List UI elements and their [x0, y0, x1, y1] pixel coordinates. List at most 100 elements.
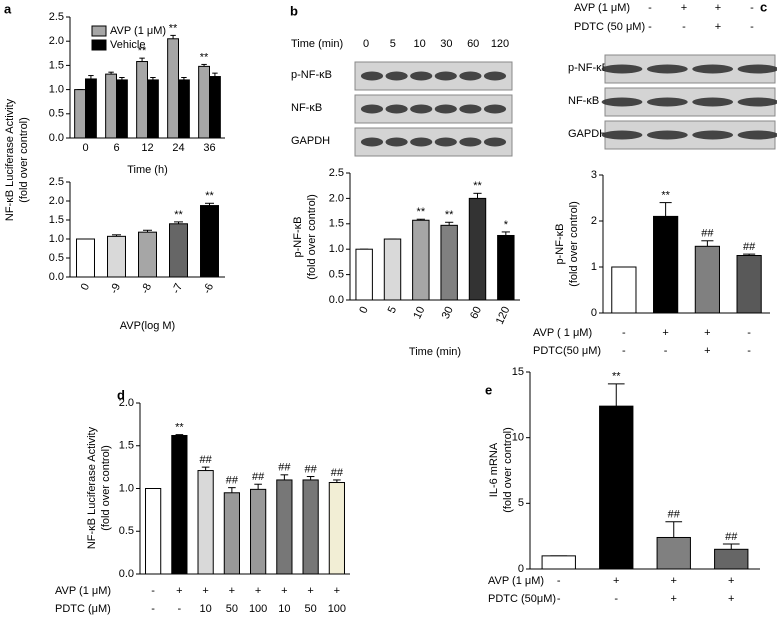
- condition-value: +: [728, 593, 734, 605]
- y-axis-label: (fold over control): [306, 194, 318, 280]
- blot-band: [601, 97, 643, 107]
- y-tick-label: 0.5: [119, 525, 134, 537]
- y-tick-label: 3: [591, 169, 597, 181]
- bar: [599, 405, 634, 570]
- blot-band: [646, 64, 688, 74]
- bar: [147, 79, 159, 139]
- significance-label: **: [169, 22, 178, 34]
- y-tick-label: 1.5: [119, 440, 134, 452]
- y-tick-label: 0.5: [329, 269, 344, 281]
- significance-label: *: [504, 219, 509, 231]
- legend-swatch: [91, 39, 107, 51]
- legend-label: Vehicle: [110, 39, 145, 51]
- bar: [714, 548, 749, 570]
- condition-value: +: [334, 585, 340, 597]
- condition-value: -: [151, 585, 155, 597]
- condition-value: +: [202, 585, 208, 597]
- y-tick-label: 0.0: [49, 271, 64, 283]
- bar: [328, 482, 345, 575]
- bar: [736, 255, 762, 314]
- condition-value: 50: [305, 603, 317, 615]
- blot-band: [385, 71, 408, 81]
- condition-value: +: [704, 327, 710, 339]
- significance-label: ##: [725, 531, 738, 543]
- bar: [145, 488, 162, 575]
- x-tick-label: 12: [141, 142, 153, 154]
- bar: [178, 79, 190, 139]
- bar: [656, 536, 691, 570]
- y-tick-label: 1.5: [49, 214, 64, 226]
- bar: [468, 197, 487, 301]
- blot-header-value: 10: [413, 38, 425, 50]
- blot-band: [434, 71, 457, 81]
- blot-band: [692, 130, 734, 140]
- bar: [694, 245, 720, 314]
- blot-header-value: -: [648, 2, 652, 14]
- blot-header-value: -: [750, 21, 754, 33]
- y-tick-label: 1.0: [49, 84, 64, 96]
- condition-value: +: [176, 585, 182, 597]
- y-axis-label: (fold over control): [18, 117, 30, 203]
- x-tick-label: 120: [494, 305, 513, 327]
- y-tick-label: 0.0: [119, 568, 134, 580]
- blot-band: [483, 104, 507, 114]
- y-axis-label: (fold over control): [568, 201, 580, 287]
- y-tick-label: 2.0: [329, 192, 344, 204]
- condition-value: +: [662, 327, 668, 339]
- blot-band: [646, 97, 688, 107]
- x-tick-label: 5: [386, 305, 399, 316]
- condition-value: -: [557, 575, 561, 587]
- y-tick-label: 0.0: [329, 294, 344, 306]
- significance-label: ##: [701, 228, 714, 240]
- legend-swatch: [91, 25, 107, 37]
- condition-value: -: [622, 345, 626, 357]
- condition-value: +: [704, 345, 710, 357]
- blot-band: [360, 137, 384, 147]
- panel-letter: b: [290, 3, 298, 18]
- bar: [200, 205, 219, 278]
- significance-label: **: [661, 190, 670, 202]
- bar: [171, 434, 188, 575]
- bar: [107, 235, 126, 278]
- y-tick-label: 15: [512, 366, 524, 378]
- blot-header-value: 60: [467, 38, 479, 50]
- blot-band: [483, 71, 507, 81]
- condition-value: +: [671, 575, 677, 587]
- condition-value: +: [281, 585, 287, 597]
- x-tick-label: -8: [139, 282, 154, 296]
- panel-letter: d: [117, 387, 125, 402]
- blot-header-label: AVP (1 μM): [574, 2, 630, 14]
- blot-band: [410, 104, 433, 114]
- y-tick-label: 0.5: [49, 252, 64, 264]
- blot-band: [737, 97, 777, 107]
- x-tick-label: -9: [108, 282, 123, 296]
- blot-header-value: -: [682, 21, 686, 33]
- y-axis-label: NF-κB Luciferase Activity: [4, 98, 16, 221]
- blot-band: [459, 137, 482, 147]
- condition-value: +: [229, 585, 235, 597]
- blot-header-label: Time (min): [291, 38, 343, 50]
- y-tick-label: 1.0: [119, 482, 134, 494]
- x-tick-label: 36: [203, 142, 215, 154]
- x-tick-label: 0: [82, 142, 88, 154]
- bar: [197, 470, 214, 575]
- y-tick-label: 0.0: [49, 132, 64, 144]
- y-axis-label: (fold over control): [100, 445, 112, 531]
- y-tick-label: 2.0: [119, 397, 134, 409]
- x-tick-label: 24: [172, 142, 184, 154]
- blot-row-label: p-NF-κB: [291, 69, 332, 81]
- x-axis-label: Time (h): [127, 164, 168, 176]
- blot-band: [459, 104, 482, 114]
- bar: [169, 223, 188, 278]
- blot-header-label: PDTC (50 μM): [574, 21, 645, 33]
- bar: [105, 73, 118, 139]
- significance-label: ##: [226, 475, 239, 487]
- y-tick-label: 2.5: [49, 176, 64, 188]
- blot-band: [692, 64, 734, 74]
- condition-label: AVP ( 1 μM): [533, 327, 592, 339]
- bar: [276, 479, 293, 575]
- panel-letter: a: [4, 1, 12, 16]
- y-tick-label: 1: [591, 261, 597, 273]
